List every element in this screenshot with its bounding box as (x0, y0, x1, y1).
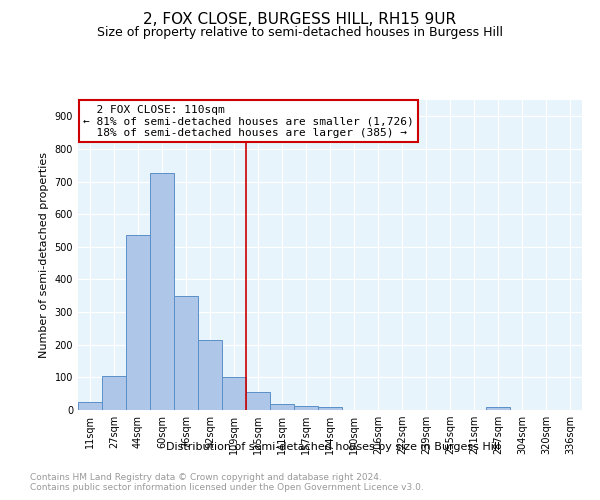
Text: Contains HM Land Registry data © Crown copyright and database right 2024.: Contains HM Land Registry data © Crown c… (30, 472, 382, 482)
Bar (486, 408, 510, 410)
Text: 2, FOX CLOSE, BURGESS HILL, RH15 9UR: 2, FOX CLOSE, BURGESS HILL, RH15 9UR (143, 12, 457, 28)
Text: 2 FOX CLOSE: 110sqm  
← 81% of semi-detached houses are smaller (1,726)
  18% of: 2 FOX CLOSE: 110sqm ← 81% of semi-detach… (83, 104, 414, 138)
Bar (150, 174, 174, 410)
Bar (198, 340, 222, 410)
Bar (102, 376, 126, 410)
Bar (294, 406, 318, 410)
Bar (246, 392, 270, 410)
Bar (222, 378, 246, 410)
Bar (78, 402, 102, 410)
Text: Size of property relative to semi-detached houses in Burgess Hill: Size of property relative to semi-detach… (97, 26, 503, 39)
Bar (174, 296, 198, 410)
Text: Contains public sector information licensed under the Open Government Licence v3: Contains public sector information licen… (30, 482, 424, 492)
Bar (270, 404, 294, 410)
Bar (318, 406, 342, 410)
Text: Distribution of semi-detached houses by size in Burgess Hill: Distribution of semi-detached houses by … (166, 442, 500, 452)
Y-axis label: Number of semi-detached properties: Number of semi-detached properties (39, 152, 49, 358)
Bar (126, 236, 150, 410)
